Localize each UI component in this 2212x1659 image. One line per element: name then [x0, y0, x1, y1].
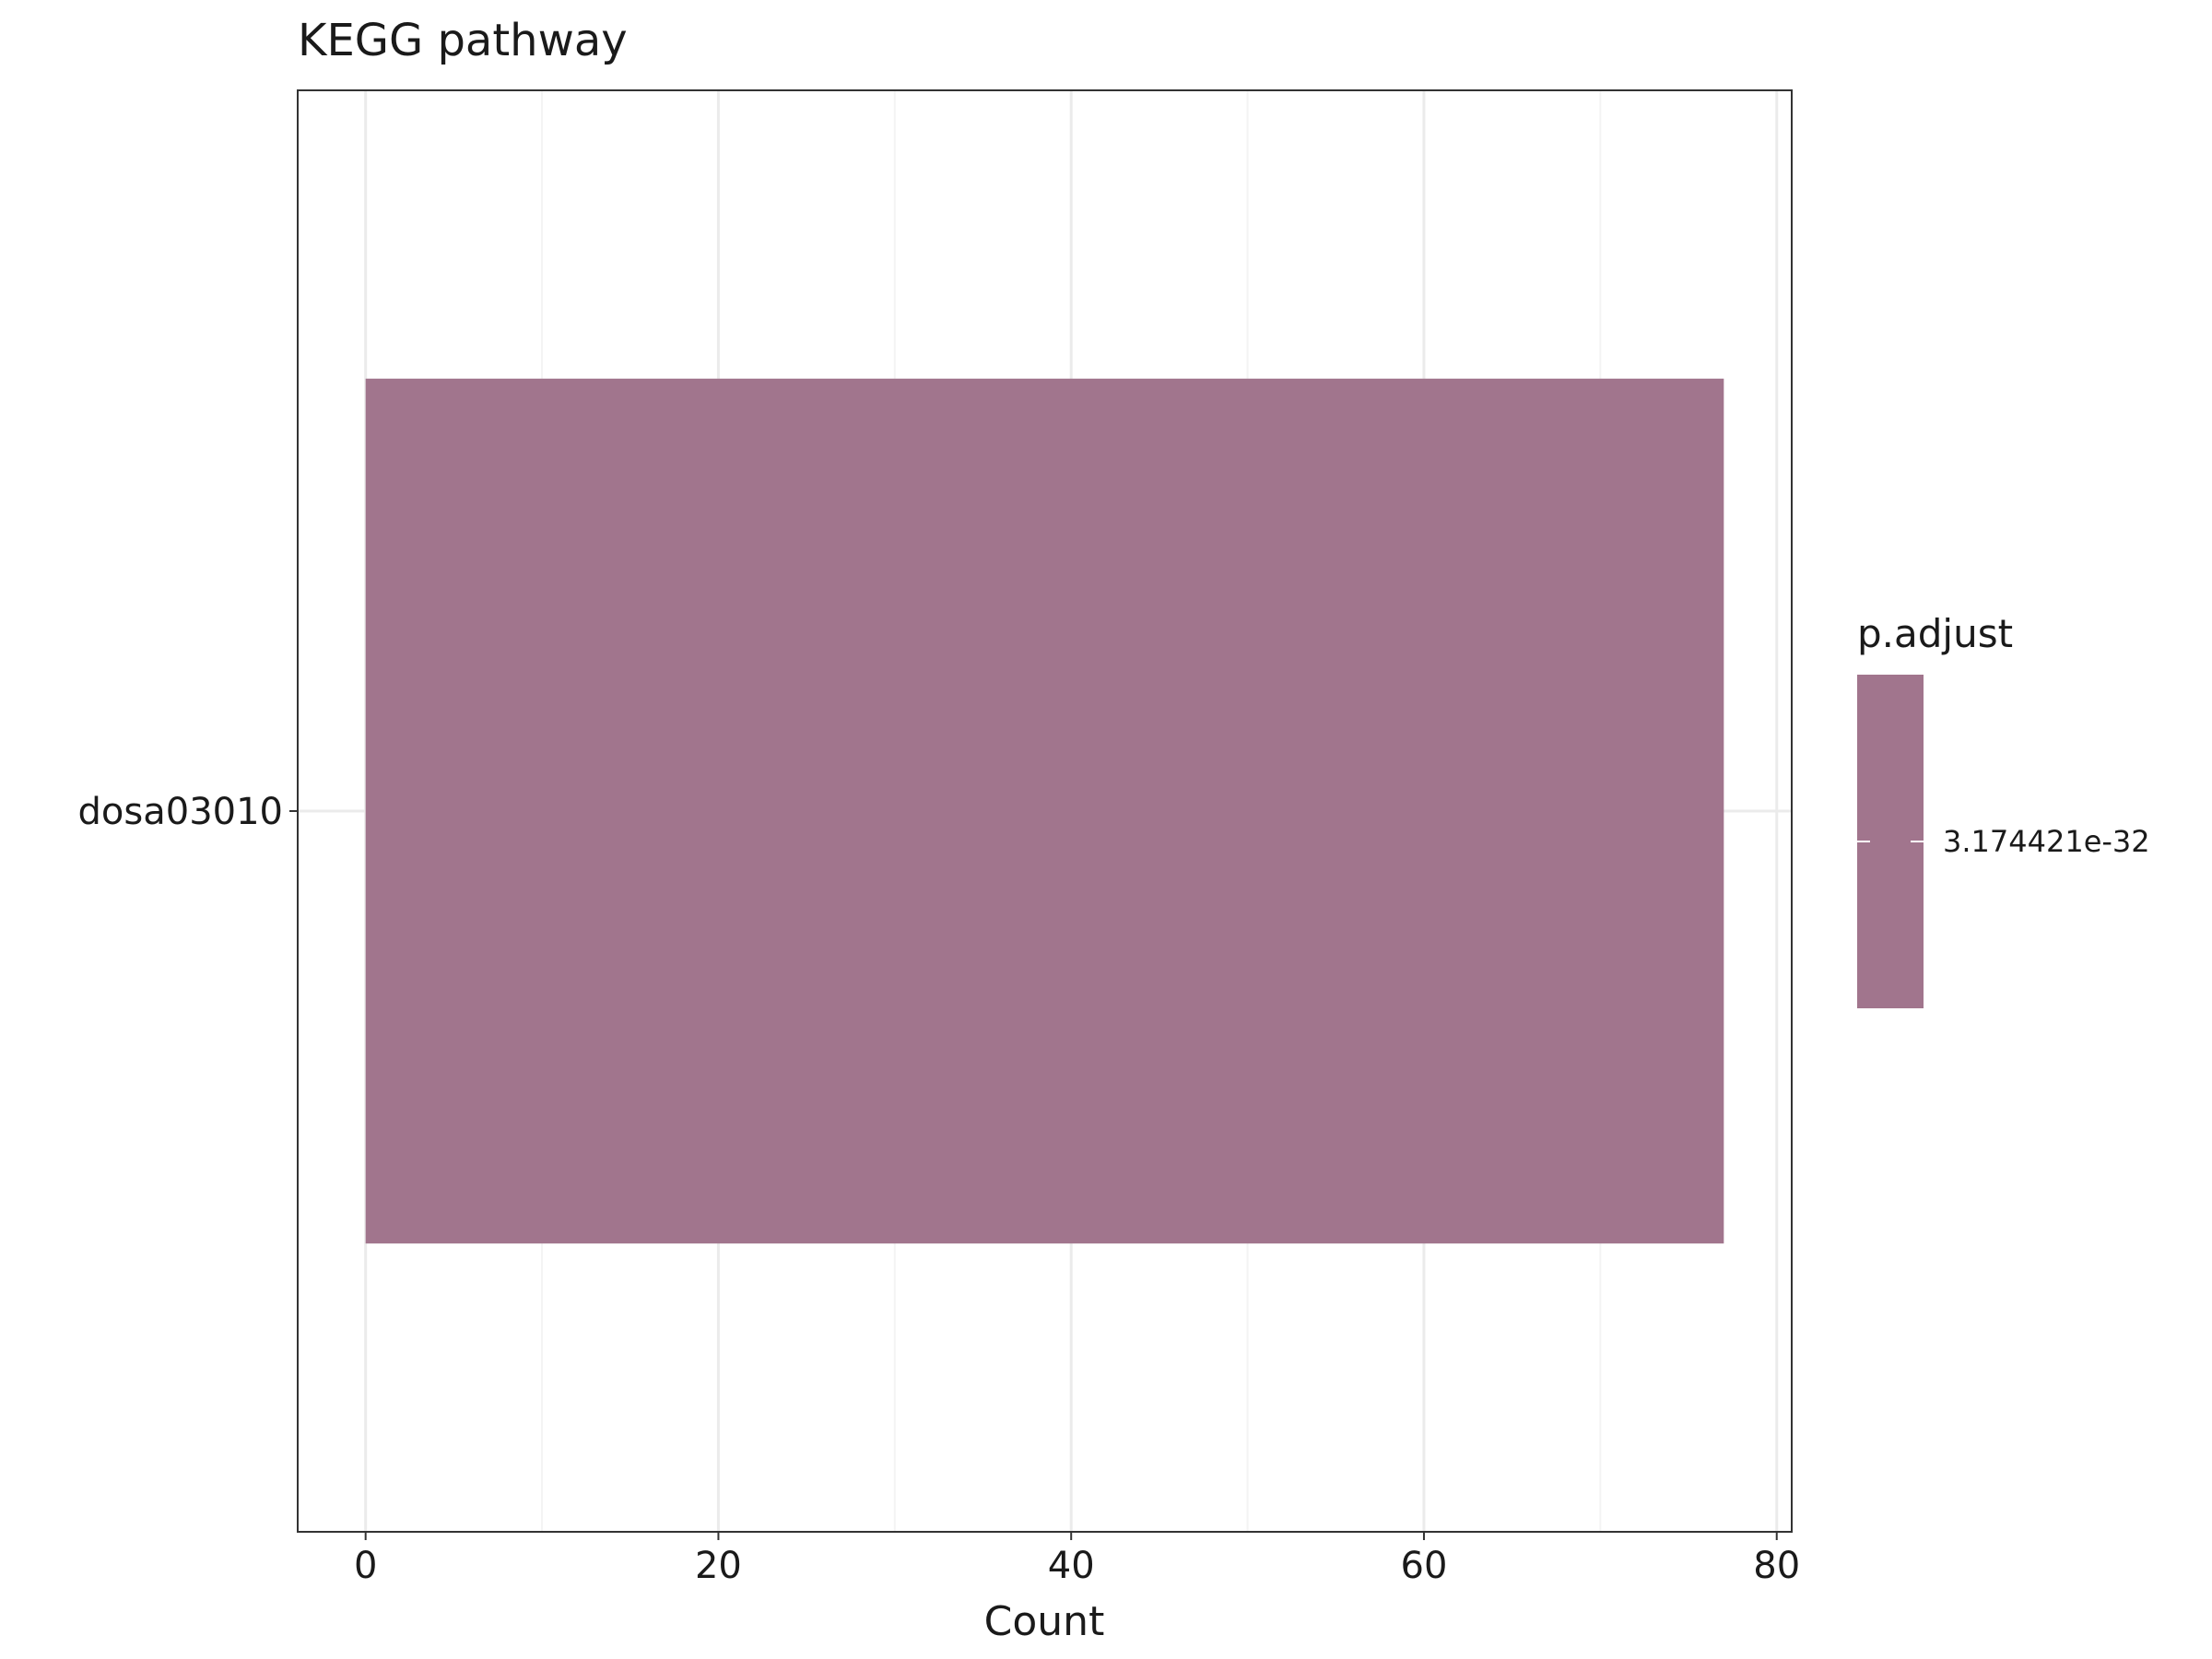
y-tick-label: dosa03010	[78, 791, 283, 833]
x-tick-label: 40	[1048, 1545, 1095, 1587]
x-axis: 0 20 40 60 80	[354, 1532, 1800, 1587]
y-axis: dosa03010	[78, 791, 298, 833]
x-tick-label: 20	[695, 1545, 742, 1587]
x-tick-label: 80	[1753, 1545, 1800, 1587]
legend-title: p.adjust	[1857, 611, 2013, 656]
x-axis-title: Count	[984, 1598, 1105, 1645]
bar-layer	[365, 378, 1724, 1244]
legend: p.adjust 3.174421e-32	[1857, 611, 2150, 1008]
bar-dosa03010	[365, 378, 1724, 1244]
x-tick-label: 60	[1401, 1545, 1448, 1587]
x-tick-label: 0	[354, 1545, 377, 1587]
legend-label: 3.174421e-32	[1943, 824, 2150, 859]
chart-title: KEGG pathway	[298, 15, 628, 66]
